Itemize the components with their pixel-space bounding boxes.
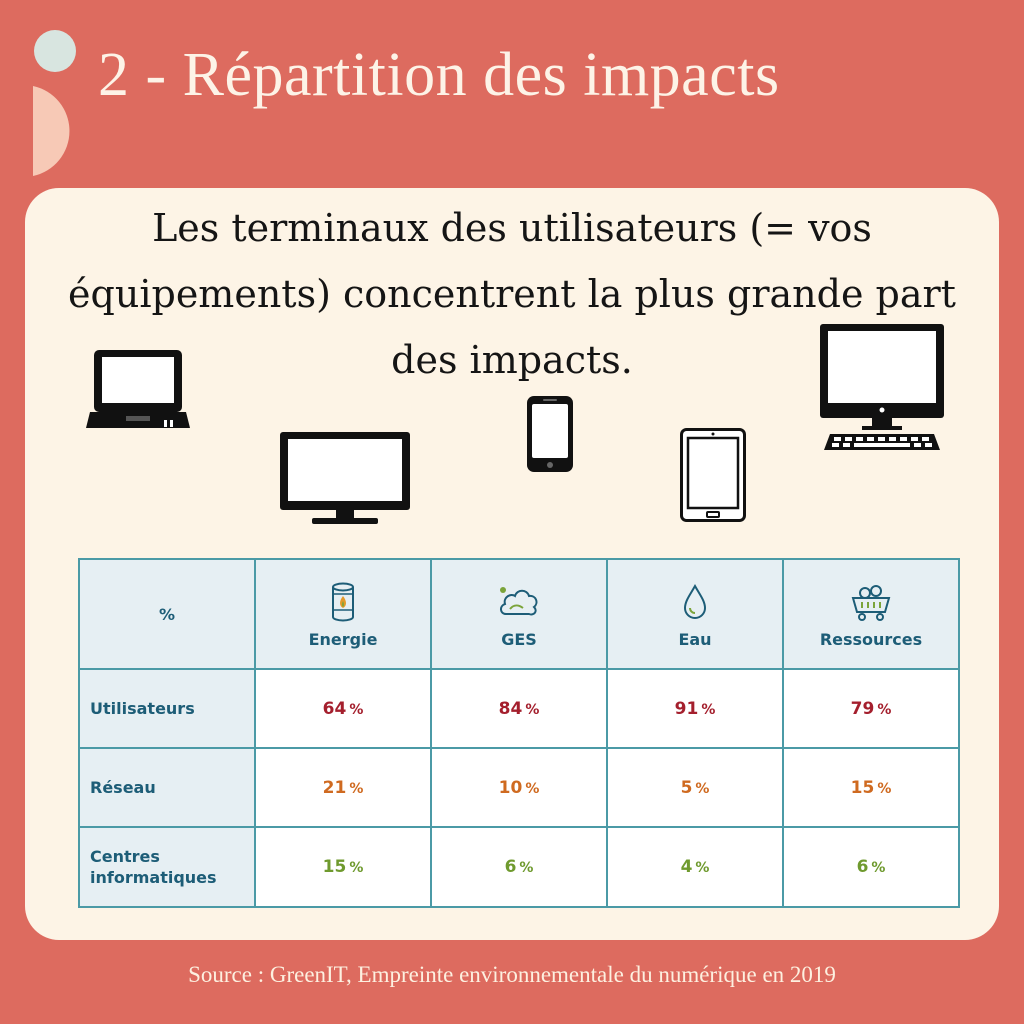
column-header-ges: GES [430, 558, 608, 670]
value-cell: 15% [782, 747, 960, 828]
tablet-icon [680, 428, 746, 522]
value-cell: 79% [782, 668, 960, 749]
impact-table: % Energie [78, 558, 960, 908]
unit: % [525, 780, 540, 797]
monitor-icon [280, 432, 410, 524]
column-label: GES [501, 629, 537, 649]
smartphone-icon [527, 396, 573, 472]
unit: % [877, 780, 892, 797]
column-label: Energie [308, 629, 378, 649]
unit: % [695, 780, 710, 797]
headline: Les terminaux des utilisateurs (= vos éq… [68, 206, 956, 382]
value-cell: 64% [254, 668, 432, 749]
value: 6 [504, 857, 517, 877]
page-title: 2 - Répartition des impacts [98, 41, 780, 109]
row-label-utilisateurs: Utilisateurs [78, 668, 256, 749]
fuel-barrel-icon [332, 582, 354, 621]
column-label: Ressources [819, 629, 923, 649]
laptop-icon [86, 350, 190, 428]
desktop-computer-icon [820, 324, 944, 450]
value-cell: 91% [606, 668, 784, 749]
table-row: Utilisateurs 64% 84% 91% 79% [78, 668, 960, 749]
value: 79 [850, 698, 875, 719]
value-cell: 21% [254, 747, 432, 828]
percent-label: % [158, 604, 176, 624]
value: 15 [850, 777, 875, 798]
corner-cell: % [78, 558, 256, 670]
value-cell: 6% [782, 826, 960, 908]
value: 91 [674, 698, 699, 719]
table-row: Centres informatiques 15% 6% 4% 6% [78, 826, 960, 908]
value: 5 [680, 777, 693, 798]
row-label-reseau: Réseau [78, 747, 256, 828]
value: 6 [856, 857, 869, 877]
column-header-energie: Energie [254, 558, 432, 670]
table-row: Réseau 21% 10% 5% 15% [78, 747, 960, 828]
value-cell: 15% [254, 826, 432, 908]
unit: % [519, 860, 534, 876]
value: 4 [680, 857, 693, 877]
unit: % [695, 860, 710, 876]
value: 84 [498, 698, 523, 719]
value-cell: 5% [606, 747, 784, 828]
value-cell: 84% [430, 668, 608, 749]
mining-cart-icon [851, 584, 891, 621]
value: 15 [322, 857, 347, 877]
value: 21 [322, 777, 347, 798]
value-cell: 6% [430, 826, 608, 908]
column-label: Eau [678, 629, 712, 649]
cloud-icon [500, 586, 538, 615]
unit: % [525, 701, 540, 718]
logo-icon [33, 30, 76, 176]
column-header-ressources: Ressources [782, 558, 960, 670]
water-drop-icon [683, 583, 707, 619]
unit: % [349, 860, 364, 876]
value: 10 [498, 777, 523, 798]
row-label-centres-informatiques: Centres informatiques [78, 826, 256, 908]
unit: % [349, 780, 364, 797]
unit: % [349, 701, 364, 718]
unit: % [701, 701, 716, 718]
value-cell: 10% [430, 747, 608, 828]
value-cell: 4% [606, 826, 784, 908]
value: 64 [322, 698, 347, 719]
unit: % [871, 860, 886, 876]
source-caption: Source : GreenIT, Empreinte environnemen… [188, 962, 836, 987]
table-header-row: % Energie [78, 558, 960, 670]
column-header-eau: Eau [606, 558, 784, 670]
unit: % [877, 701, 892, 718]
